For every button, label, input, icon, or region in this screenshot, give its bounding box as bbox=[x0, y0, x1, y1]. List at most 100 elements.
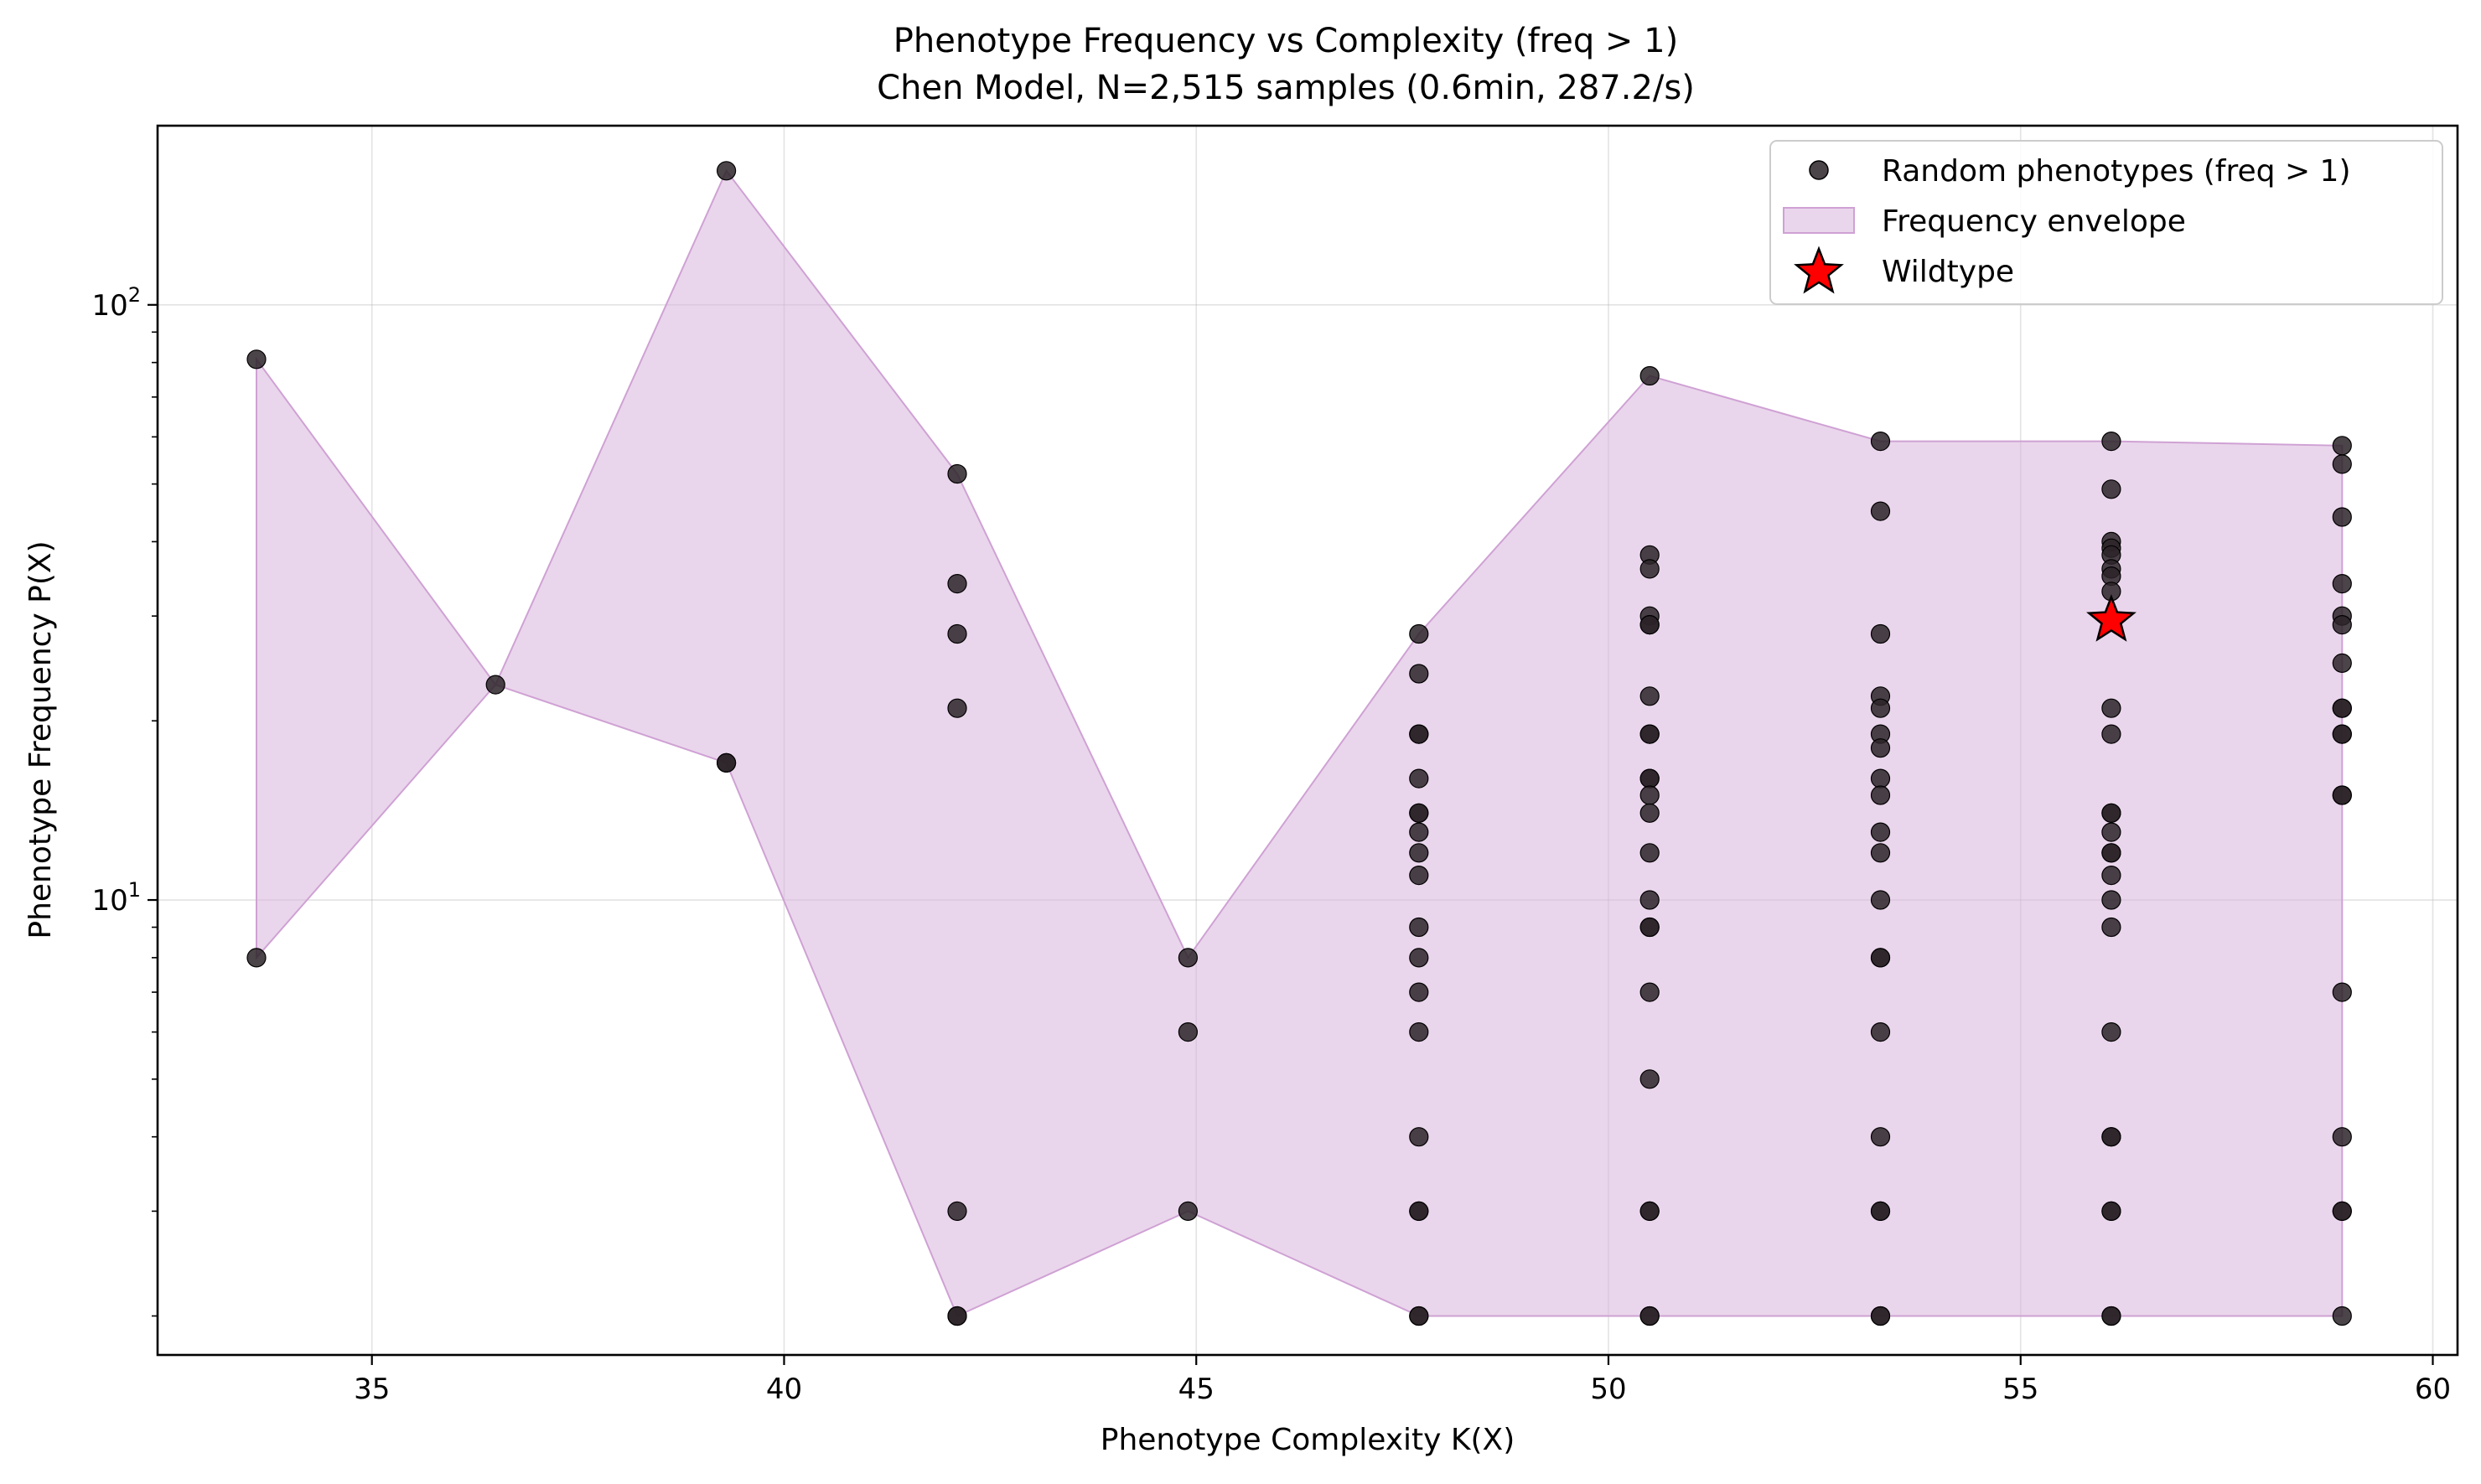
data-point bbox=[1409, 1021, 1429, 1042]
data-point bbox=[2332, 614, 2352, 635]
y-axis-label: Phenotype Frequency P(X) bbox=[23, 540, 58, 938]
data-point bbox=[2332, 785, 2352, 805]
legend-swatch-envelope bbox=[1783, 207, 1855, 234]
data-point bbox=[1639, 917, 1660, 938]
data-point bbox=[2101, 1201, 2121, 1222]
data-point bbox=[1409, 724, 1429, 744]
data-point bbox=[2332, 436, 2352, 456]
data-point bbox=[1178, 1021, 1199, 1042]
data-point bbox=[947, 1201, 967, 1222]
data-point bbox=[1639, 686, 1660, 706]
data-point bbox=[2332, 1306, 2352, 1326]
data-point bbox=[2332, 573, 2352, 594]
data-point bbox=[2332, 982, 2352, 1002]
data-point bbox=[947, 463, 967, 484]
x-tick-label: 60 bbox=[2415, 1373, 2451, 1406]
x-axis-label: Phenotype Complexity K(X) bbox=[1101, 1423, 1515, 1457]
data-point bbox=[2101, 822, 2121, 842]
data-point bbox=[2332, 1201, 2352, 1222]
data-point bbox=[1409, 664, 1429, 684]
data-point bbox=[1409, 1306, 1429, 1326]
legend-label-points: Random phenotypes (freq > 1) bbox=[1882, 154, 2351, 189]
data-point bbox=[2101, 431, 2121, 452]
data-point bbox=[1409, 865, 1429, 886]
data-point bbox=[1178, 1201, 1199, 1222]
data-point bbox=[2101, 890, 2121, 910]
scatter-points bbox=[246, 161, 2352, 1326]
data-point bbox=[2101, 1306, 2121, 1326]
x-tick-label: 55 bbox=[2002, 1373, 2038, 1406]
data-point bbox=[1870, 948, 1891, 968]
legend-label-envelope: Frequency envelope bbox=[1882, 204, 2186, 239]
data-point bbox=[1870, 785, 1891, 805]
data-point bbox=[1409, 1127, 1429, 1147]
chart-subtitle: Chen Model, N=2,515 samples (0.6min, 287… bbox=[877, 69, 1695, 107]
data-point bbox=[1870, 738, 1891, 758]
data-point bbox=[1409, 822, 1429, 842]
data-point bbox=[1870, 843, 1891, 863]
data-point bbox=[1639, 890, 1660, 910]
data-point bbox=[2101, 724, 2121, 744]
data-point bbox=[1870, 698, 1891, 718]
wildtype-star-icon bbox=[2086, 593, 2137, 642]
data-point bbox=[1639, 1306, 1660, 1326]
data-point bbox=[246, 349, 267, 370]
data-point bbox=[1409, 768, 1429, 789]
y-tick-label: 101 bbox=[91, 878, 141, 918]
data-point bbox=[1409, 1201, 1429, 1222]
x-tick-label: 50 bbox=[1590, 1373, 1626, 1406]
data-point bbox=[947, 1306, 967, 1326]
data-point bbox=[1639, 803, 1660, 823]
data-point bbox=[1639, 724, 1660, 744]
data-point bbox=[1870, 1306, 1891, 1326]
data-point bbox=[2101, 1127, 2121, 1147]
legend-swatch-wildtype-star-icon bbox=[1794, 246, 1844, 294]
data-point bbox=[1639, 614, 1660, 635]
data-point bbox=[2101, 917, 2121, 938]
data-point bbox=[1409, 843, 1429, 863]
data-point bbox=[1870, 890, 1891, 910]
data-point bbox=[1870, 1127, 1891, 1147]
data-point bbox=[1870, 623, 1891, 644]
data-point bbox=[1409, 803, 1429, 823]
data-point bbox=[1639, 1201, 1660, 1222]
wildtype-marker-group bbox=[2086, 593, 2137, 642]
data-point bbox=[1639, 365, 1660, 386]
legend: Random phenotypes (freq > 1) Frequency e… bbox=[1769, 140, 2443, 305]
data-point bbox=[1870, 1021, 1891, 1042]
legend-label-wildtype: Wildtype bbox=[1882, 255, 2014, 289]
data-point bbox=[485, 675, 505, 695]
data-point bbox=[1409, 948, 1429, 968]
data-point bbox=[1870, 768, 1891, 789]
data-point bbox=[2332, 653, 2352, 674]
data-point bbox=[2101, 803, 2121, 823]
data-point bbox=[947, 573, 967, 594]
data-point bbox=[2332, 507, 2352, 527]
data-point bbox=[2101, 843, 2121, 863]
x-axis-ticks: 35 40 45 50 55 60 bbox=[354, 1355, 2451, 1406]
legend-swatch-points bbox=[1809, 160, 1829, 180]
data-point bbox=[2101, 479, 2121, 499]
data-point bbox=[1409, 982, 1429, 1002]
legend-box bbox=[1769, 140, 2443, 305]
frequency-envelope bbox=[256, 168, 2344, 1317]
data-point bbox=[1409, 917, 1429, 938]
data-point bbox=[2101, 698, 2121, 718]
data-point bbox=[1639, 768, 1660, 789]
data-point bbox=[716, 752, 737, 773]
data-point bbox=[947, 623, 967, 644]
data-point bbox=[2101, 1021, 2121, 1042]
data-point bbox=[1870, 1201, 1891, 1222]
data-point bbox=[1870, 822, 1891, 842]
data-point bbox=[1639, 785, 1660, 805]
chart-title: Phenotype Frequency vs Complexity (freq … bbox=[893, 22, 1678, 60]
y-axis-ticks: 101 102 bbox=[91, 283, 158, 1317]
data-point bbox=[1178, 948, 1199, 968]
data-point bbox=[1870, 431, 1891, 452]
data-point bbox=[1639, 559, 1660, 579]
data-point bbox=[2101, 865, 2121, 886]
data-point bbox=[1639, 1069, 1660, 1089]
data-point bbox=[2332, 724, 2352, 744]
data-point bbox=[716, 161, 737, 181]
x-tick-label: 45 bbox=[1178, 1373, 1215, 1406]
